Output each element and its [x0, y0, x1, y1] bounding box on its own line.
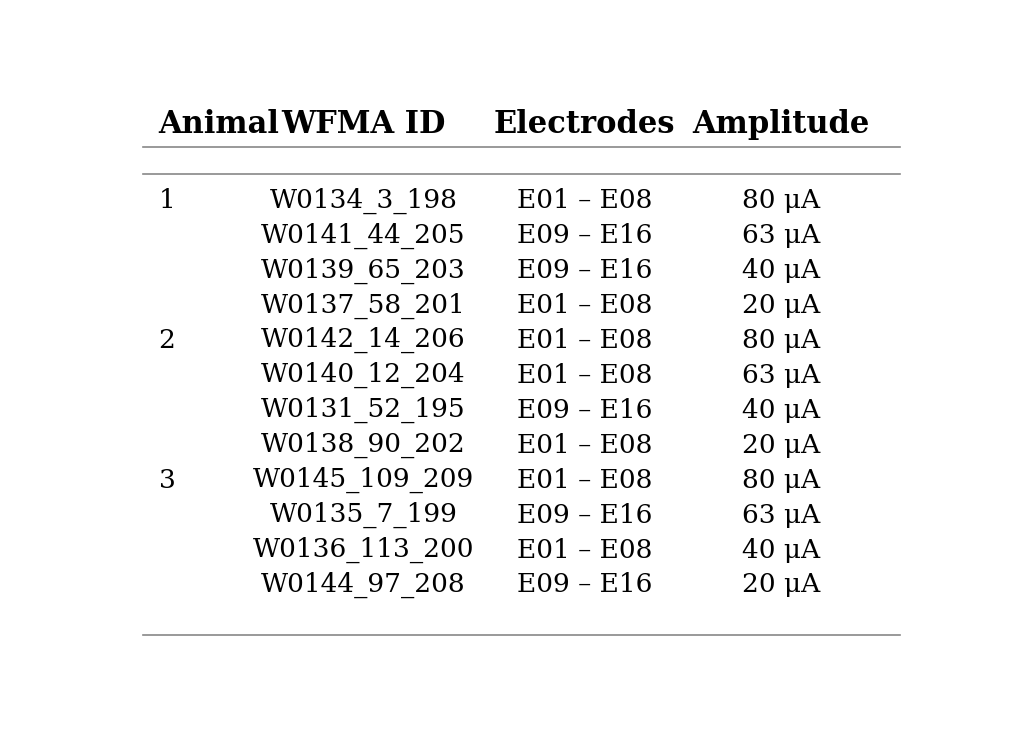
Text: W0136_113_200: W0136_113_200: [253, 537, 474, 563]
Text: E09 – E16: E09 – E16: [517, 572, 652, 597]
Text: E01 – E08: E01 – E08: [517, 468, 652, 493]
Text: 63 μA: 63 μA: [742, 503, 821, 528]
Text: E09 – E16: E09 – E16: [517, 258, 652, 283]
Text: E09 – E16: E09 – E16: [517, 503, 652, 528]
Text: Amplitude: Amplitude: [693, 109, 870, 140]
Text: W0142_14_206: W0142_14_206: [261, 327, 466, 354]
Text: 40 μA: 40 μA: [742, 397, 821, 423]
Text: W0134_3_198: W0134_3_198: [270, 187, 458, 214]
Text: Animal: Animal: [159, 109, 280, 140]
Text: W0131_52_195: W0131_52_195: [261, 397, 466, 423]
Text: 20 μA: 20 μA: [742, 572, 821, 597]
Text: E01 – E08: E01 – E08: [517, 537, 652, 562]
Text: 2: 2: [159, 328, 176, 353]
Text: 40 μA: 40 μA: [742, 258, 821, 283]
Text: 80 μA: 80 μA: [742, 468, 821, 493]
Text: W0137_58_201: W0137_58_201: [261, 292, 466, 318]
Text: 20 μA: 20 μA: [742, 433, 821, 458]
Text: W0140_12_204: W0140_12_204: [261, 362, 466, 389]
Text: E01 – E08: E01 – E08: [517, 188, 652, 213]
Text: E01 – E08: E01 – E08: [517, 433, 652, 458]
Text: W0139_65_203: W0139_65_203: [261, 258, 466, 283]
Text: 1: 1: [159, 188, 175, 213]
Text: 80 μA: 80 μA: [742, 328, 821, 353]
Text: E01 – E08: E01 – E08: [517, 363, 652, 388]
Text: W0135_7_199: W0135_7_199: [270, 502, 458, 529]
Text: W0141_44_205: W0141_44_205: [261, 223, 466, 249]
Text: 20 μA: 20 μA: [742, 293, 821, 318]
Text: E09 – E16: E09 – E16: [517, 223, 652, 248]
Text: W0145_109_209: W0145_109_209: [253, 467, 474, 493]
Text: 80 μA: 80 μA: [742, 188, 821, 213]
Text: E01 – E08: E01 – E08: [517, 293, 652, 318]
Text: W0138_90_202: W0138_90_202: [261, 432, 466, 458]
Text: 3: 3: [159, 468, 176, 493]
Text: Electrodes: Electrodes: [493, 109, 675, 140]
Text: 40 μA: 40 μA: [742, 537, 821, 562]
Text: 63 μA: 63 μA: [742, 363, 821, 388]
Text: WFMA ID: WFMA ID: [282, 109, 445, 140]
Text: E09 – E16: E09 – E16: [517, 397, 652, 423]
Text: W0144_97_208: W0144_97_208: [261, 572, 466, 598]
Text: E01 – E08: E01 – E08: [517, 328, 652, 353]
Text: 63 μA: 63 μA: [742, 223, 821, 248]
